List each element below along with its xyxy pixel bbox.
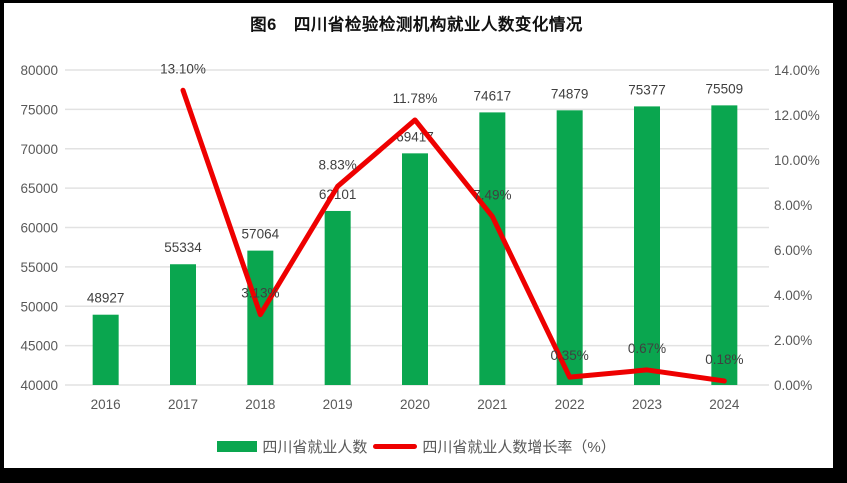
legend-label: 四川省就业人数 [262, 439, 368, 456]
bar-label-2016: 48927 [87, 291, 125, 306]
bar-2018 [247, 250, 274, 385]
right-axis-tick: 4.00% [774, 288, 812, 303]
bar-2021 [479, 112, 506, 386]
x-axis-label: 2020 [400, 397, 430, 412]
legend-label: 四川省就业人数增长率（%） [422, 439, 616, 456]
x-axis-label: 2018 [245, 397, 275, 412]
legend-bar-swatch [217, 441, 258, 452]
bar-label-2022: 74879 [551, 86, 589, 101]
right-axis-tick: 10.00% [774, 153, 820, 168]
right-axis-tick: 8.00% [774, 198, 812, 213]
bar-2017 [170, 264, 196, 385]
right-axis-tick: 0.00% [774, 378, 812, 393]
x-axis-label: 2017 [168, 397, 198, 412]
growth-rate-line [180, 87, 727, 384]
bar-label-2017: 55334 [164, 240, 202, 255]
bar-2016 [92, 314, 119, 385]
left-axis-tick: 65000 [20, 181, 58, 196]
chart-title: 图6 四川省检验检测机构就业人数变化情况 [250, 16, 583, 34]
bar-label-2023: 75377 [628, 82, 666, 97]
line-label-2020: 11.78% [393, 91, 438, 106]
line-label-2018: 3.13% [241, 286, 279, 301]
line-label-2022: 0.35% [551, 348, 589, 363]
line-label-2023: 0.67% [628, 341, 666, 356]
left-axis-tick: 70000 [20, 142, 58, 157]
bar-2022 [556, 110, 583, 385]
x-axis-label: 2024 [709, 397, 740, 412]
bar-2019 [324, 210, 351, 385]
line-label-2024: 0.18% [705, 352, 743, 367]
legend-line-swatch [373, 444, 418, 449]
line-label-2017: 13.10% [160, 61, 206, 76]
chart-legend: 四川省就业人数 四川省就业人数增长率（%） [0, 436, 833, 457]
x-axis-label: 2021 [477, 397, 507, 412]
left-axis-tick: 75000 [20, 102, 58, 117]
bar-label-2021: 74617 [474, 88, 512, 103]
bar-2020 [402, 153, 428, 385]
line-label-2021: 7.49% [473, 187, 511, 202]
x-axis-label: 2023 [632, 397, 662, 412]
right-axis-tick: 12.00% [774, 108, 820, 123]
bar-2024 [711, 105, 738, 385]
bar-2023 [634, 106, 660, 385]
legend-item-growth-rate: 四川省就业人数增长率（%） [373, 436, 616, 457]
x-axis-label: 2019 [323, 397, 353, 412]
bar-label-2024: 75509 [706, 81, 744, 96]
line-label-2019: 8.83% [319, 157, 357, 172]
left-axis-tick: 50000 [20, 299, 58, 314]
left-axis-tick: 60000 [20, 221, 58, 236]
left-axis-tick: 40000 [20, 378, 58, 393]
right-axis-tick: 14.00% [774, 63, 820, 78]
right-axis-tick: 6.00% [774, 243, 812, 258]
left-axis-tick: 80000 [20, 63, 58, 78]
right-axis-tick: 2.00% [774, 333, 812, 348]
x-axis-label: 2022 [555, 397, 585, 412]
x-axis-label: 2016 [91, 397, 121, 412]
left-axis-tick: 55000 [20, 260, 58, 275]
left-axis-tick: 45000 [20, 339, 58, 354]
bar-label-2018: 57064 [242, 227, 280, 242]
legend-item-employment: 四川省就业人数 [217, 436, 367, 457]
